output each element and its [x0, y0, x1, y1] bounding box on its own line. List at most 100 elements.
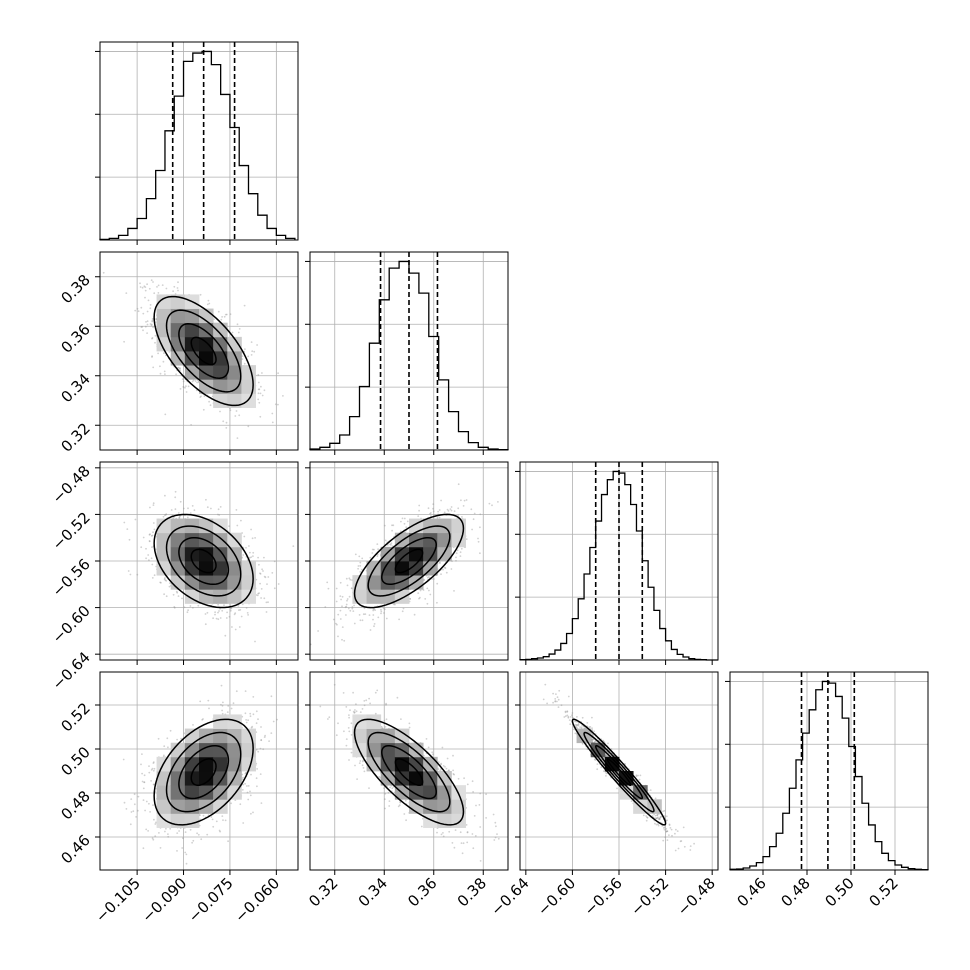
sample-point — [418, 597, 420, 600]
joint-panel-0-1: 0.320.340.360.38 — [57, 251, 299, 456]
sample-point — [351, 607, 354, 610]
sample-point — [274, 403, 277, 406]
sample-point — [217, 611, 219, 614]
sample-point — [142, 536, 145, 539]
sample-point — [252, 811, 254, 814]
sample-point — [151, 320, 154, 323]
sample-point — [192, 839, 195, 842]
sample-point — [470, 508, 473, 511]
sample-point — [240, 519, 242, 522]
contour-1 — [178, 536, 230, 586]
contour-0 — [190, 548, 217, 574]
sample-point — [257, 718, 259, 721]
sample-point — [324, 606, 327, 608]
sample-point — [229, 609, 232, 612]
sample-point — [218, 514, 221, 516]
sample-point — [369, 556, 372, 559]
sample-point — [147, 554, 150, 556]
sample-point — [204, 623, 207, 626]
sample-point — [139, 286, 142, 288]
sample-point — [149, 323, 152, 325]
sample-point — [394, 603, 396, 606]
sample-point — [258, 563, 260, 566]
sample-point — [457, 483, 460, 486]
sample-point — [225, 421, 228, 424]
density-cell — [227, 365, 242, 380]
sample-point — [373, 548, 375, 551]
sample-point — [267, 576, 270, 578]
sample-point — [225, 427, 228, 429]
sample-point — [241, 355, 244, 357]
sample-point — [442, 568, 444, 571]
sample-point — [234, 612, 237, 615]
sample-point — [245, 546, 247, 549]
sample-point — [426, 602, 429, 605]
sample-point — [214, 613, 216, 616]
sample-point — [453, 510, 456, 513]
contour-2 — [165, 525, 242, 597]
sample-point — [199, 396, 202, 398]
sample-point — [182, 386, 185, 388]
sample-point — [151, 356, 153, 358]
sample-point — [147, 299, 150, 302]
sample-point — [218, 610, 220, 612]
sample-point — [273, 560, 276, 563]
sample-point — [140, 763, 142, 766]
sample-point — [220, 703, 222, 706]
sample-point — [163, 578, 166, 581]
sample-point — [437, 510, 439, 513]
sample-point — [242, 783, 245, 786]
sample-point — [372, 608, 375, 610]
sample-point — [417, 515, 420, 517]
sample-point — [224, 819, 227, 822]
sample-point — [154, 835, 157, 837]
x-tick-label-1: 0.48 — [777, 874, 813, 910]
sample-point — [179, 500, 182, 503]
sample-point — [222, 420, 225, 423]
sample-point — [229, 607, 232, 610]
y-tick-label-2: 0.50 — [57, 743, 93, 779]
sample-point — [429, 512, 431, 515]
sample-point — [233, 613, 236, 616]
sample-point — [128, 538, 131, 541]
sample-point — [418, 509, 420, 512]
sample-point — [178, 830, 181, 832]
sample-point — [228, 615, 231, 618]
sample-point — [461, 516, 463, 518]
sample-point — [154, 334, 157, 337]
sample-point — [341, 626, 344, 628]
sample-point — [181, 847, 184, 849]
sample-point — [361, 619, 364, 622]
density-cell — [227, 561, 242, 576]
sample-point — [265, 611, 268, 613]
sample-point — [145, 547, 147, 550]
sample-point — [185, 385, 187, 388]
sample-point — [222, 701, 224, 704]
sample-point — [191, 380, 194, 383]
sample-point — [231, 331, 234, 334]
sample-point — [259, 415, 262, 418]
sample-point — [179, 515, 181, 518]
x-tick-label-0: 0.46 — [733, 874, 769, 910]
sample-point — [173, 285, 176, 288]
sample-point — [239, 609, 242, 611]
sample-point — [488, 502, 491, 505]
sample-point — [140, 306, 143, 309]
sample-point — [145, 557, 148, 560]
sample-point — [152, 804, 154, 806]
sample-point — [418, 504, 421, 507]
sample-point — [162, 360, 165, 363]
sample-point — [445, 571, 448, 574]
sample-point — [263, 575, 266, 578]
sample-point — [249, 551, 251, 554]
sample-point — [153, 767, 156, 770]
sample-point — [248, 545, 250, 547]
sample-point — [141, 286, 144, 289]
sample-point — [150, 324, 153, 327]
sample-point — [359, 561, 362, 564]
sample-point — [227, 705, 230, 707]
sample-point — [456, 549, 459, 552]
sample-point — [220, 684, 223, 687]
sample-point — [176, 738, 179, 741]
sample-point — [221, 712, 224, 715]
